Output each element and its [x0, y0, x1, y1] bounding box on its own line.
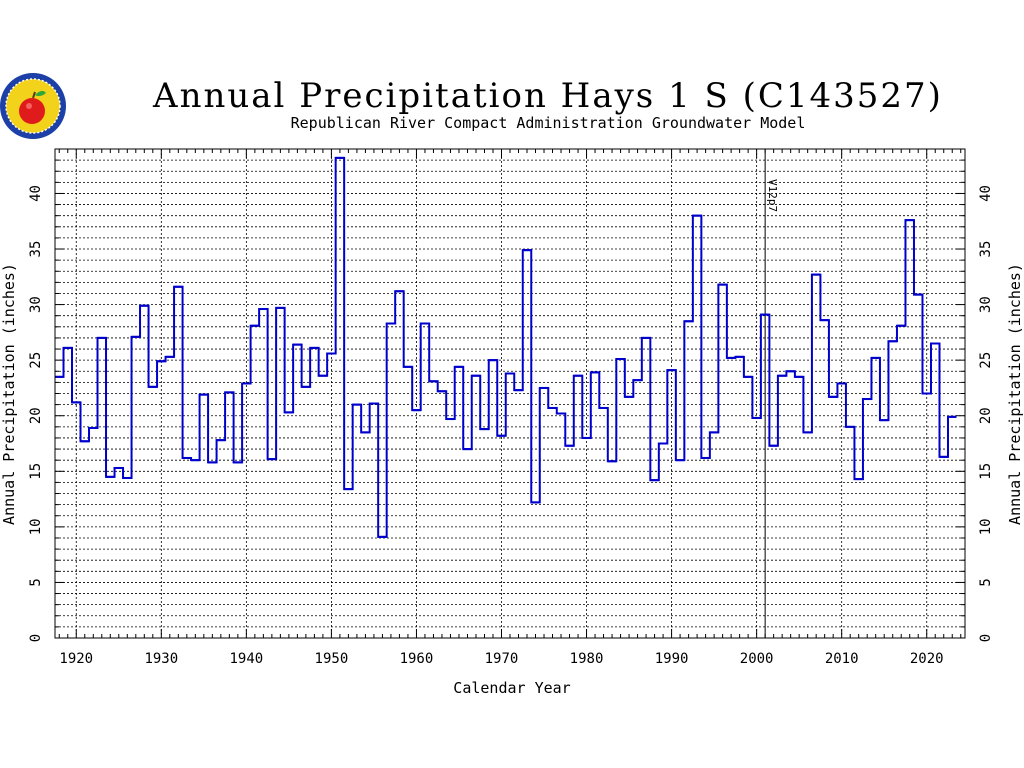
x-tick-label: 1950: [315, 651, 349, 667]
y-tick-label-right: 20: [978, 407, 994, 424]
y-tick-label: 25: [28, 352, 44, 369]
y-tick-label-right: 0: [978, 634, 994, 642]
y-tick-label: 20: [28, 407, 44, 424]
y-tick-label: 0: [28, 634, 44, 642]
y-tick-label-right: 10: [978, 518, 994, 535]
apple-seal-logo: [0, 73, 66, 139]
y-tick-label-right: 35: [978, 241, 994, 258]
y-tick-label-right: 30: [978, 296, 994, 313]
annotation-layer: V12p7: [764, 149, 779, 638]
x-tick-label: 1960: [400, 651, 434, 667]
y-tick-label: 10: [28, 518, 44, 535]
x-tick-label: 1980: [570, 651, 604, 667]
chart-title: Annual Precipitation Hays 1 S (C143527): [152, 76, 943, 116]
x-axis-label: Calendar Year: [453, 679, 570, 697]
x-tick-label: 2010: [825, 651, 859, 667]
y-tick-label-right: 40: [978, 185, 994, 202]
tick-labels: 1920 1930 1940 1950 1960 1970 1980 1990 2000 2010…: [28, 185, 994, 667]
annotation-label: V12p7: [766, 179, 779, 212]
x-tick-label: 1940: [229, 651, 263, 667]
y-tick-label: 5: [28, 578, 44, 586]
series-layer: [55, 156, 957, 538]
x-tick-label: 2000: [740, 651, 774, 667]
y-tick-label-right: 15: [978, 463, 994, 480]
y-axis-label-right: Annual Precipitation (inches): [1006, 263, 1024, 525]
x-tick-label: 1920: [59, 651, 93, 667]
y-tick-label: 15: [28, 463, 44, 480]
precip-step-line: [55, 156, 957, 538]
y-tick-label-right: 5: [978, 578, 994, 586]
x-tick-label: 1990: [655, 651, 689, 667]
y-tick-label: 35: [28, 241, 44, 258]
chart-subtitle: Republican River Compact Administration …: [291, 114, 806, 132]
y-axis-label-left: Annual Precipitation (inches): [0, 263, 18, 525]
y-tick-label-right: 25: [978, 352, 994, 369]
x-tick-label: 1930: [144, 651, 178, 667]
x-tick-label: 2020: [910, 651, 944, 667]
y-tick-label: 40: [28, 185, 44, 202]
y-tick-label: 30: [28, 296, 44, 313]
x-tick-label: 1970: [485, 651, 519, 667]
plot-frame: [54, 148, 966, 639]
